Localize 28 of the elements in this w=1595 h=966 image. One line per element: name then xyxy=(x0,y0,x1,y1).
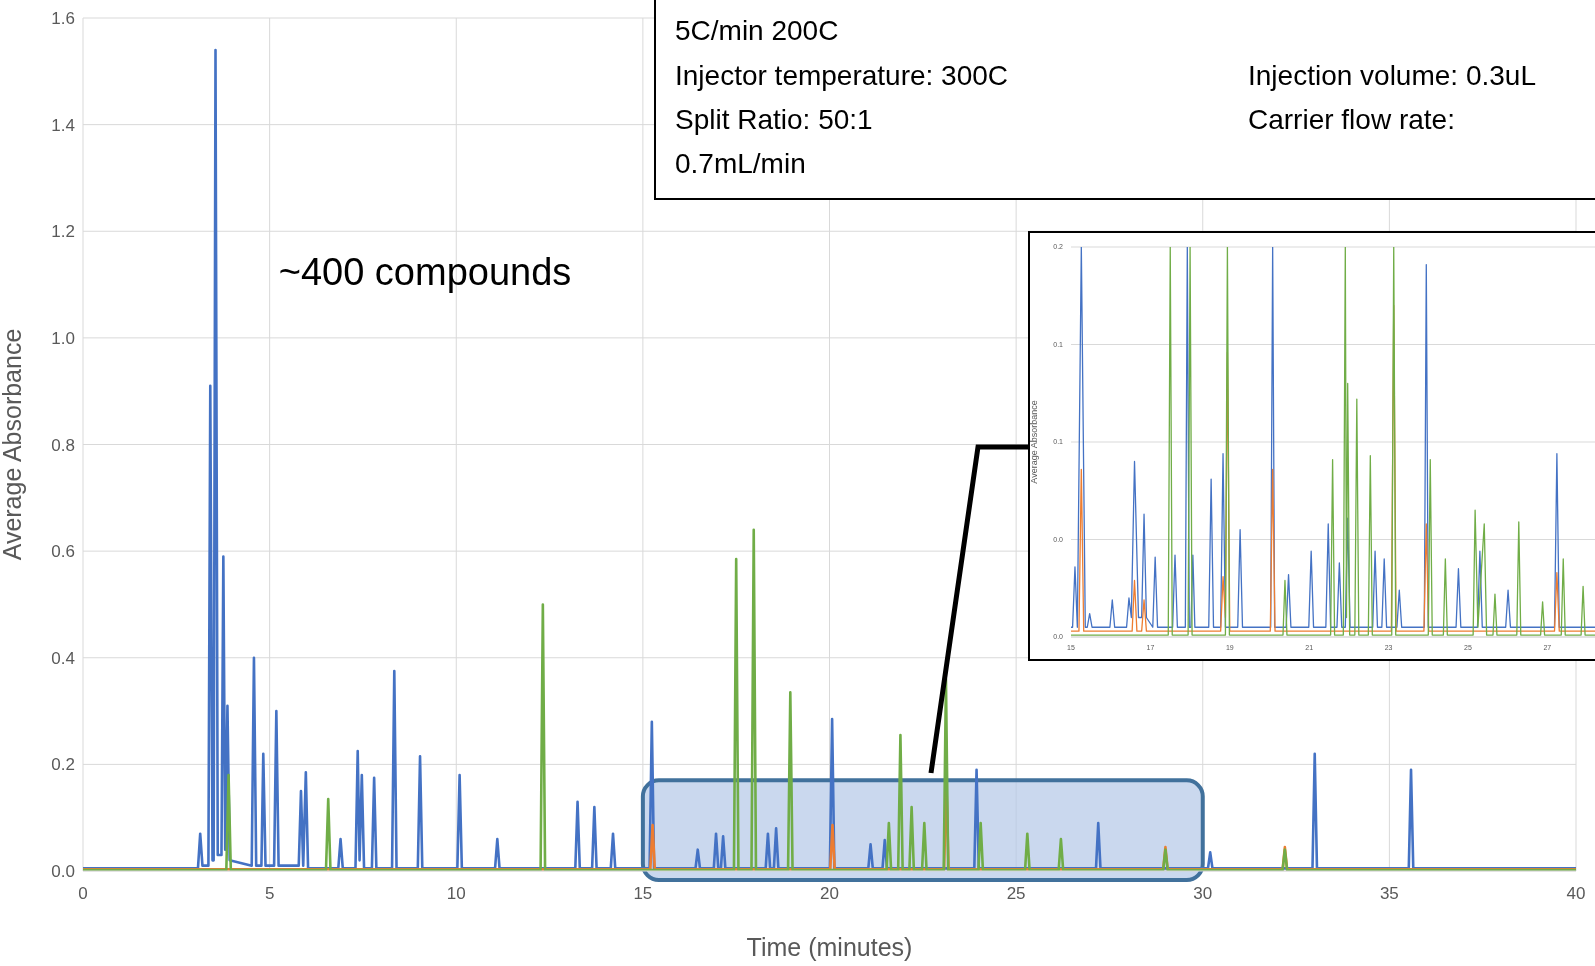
annotation: Carrier flow rate: xyxy=(1248,103,1455,137)
y-tick-label: 1.4 xyxy=(51,115,75,135)
x-tick-label: 10 xyxy=(446,884,466,904)
y-tick-label: 1.0 xyxy=(51,328,75,348)
x-tick-label: 25 xyxy=(1006,884,1026,904)
x-tick-label: 0 xyxy=(78,884,88,904)
x-tick-label: 35 xyxy=(1379,884,1399,904)
y-tick-label: 0.2 xyxy=(51,755,75,775)
annotation: Injection volume: 0.3uL xyxy=(1248,59,1536,93)
annotation: Split Ratio: 50:1 xyxy=(675,103,873,137)
y-axis-title: Average Absorbance xyxy=(0,328,26,561)
annotation: 0.7mL/min xyxy=(675,147,806,181)
x-tick-label: 40 xyxy=(1566,884,1586,904)
x-axis-title: Time (minutes) xyxy=(746,933,913,961)
x-tick-label: 20 xyxy=(820,884,839,904)
annotation: Injector temperature: 300C xyxy=(675,59,1009,93)
y-axis-title: Average Absorbance xyxy=(1029,400,1040,484)
x-tick-label: 30 xyxy=(1193,884,1213,904)
y-tick-label: 0.0 xyxy=(51,862,75,882)
x-tick-label: 15 xyxy=(633,884,653,904)
annotation: ~400 compounds xyxy=(278,250,572,295)
y-tick-label: 0.8 xyxy=(51,435,75,455)
y-tick-label: 0.6 xyxy=(51,542,75,562)
y-tick-label: 0.4 xyxy=(51,648,75,668)
annotation: 5C/min 200C xyxy=(675,14,839,48)
x-tick-label: 5 xyxy=(264,884,275,904)
y-tick-label: 1.2 xyxy=(51,222,75,242)
y-tick-label: 1.6 xyxy=(51,9,75,29)
